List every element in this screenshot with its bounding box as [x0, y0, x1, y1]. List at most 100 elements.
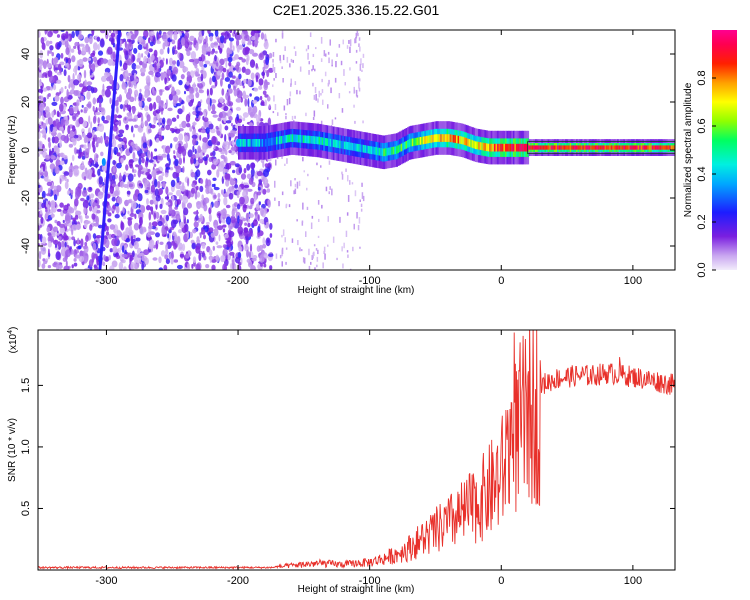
- track-core: [467, 138, 470, 147]
- colorbar-tick-label: 0.0: [696, 262, 708, 277]
- noise-cell: [38, 88, 44, 93]
- track-core: [274, 137, 277, 145]
- noise-cell: [231, 208, 235, 218]
- noise-cell: [129, 96, 135, 103]
- noise-cell: [322, 262, 324, 269]
- track-core: [324, 138, 327, 146]
- track-core: [351, 142, 354, 151]
- noise-cell: [91, 30, 95, 36]
- noise-cell: [121, 82, 127, 90]
- noise-cell: [48, 50, 52, 54]
- noise-cell: [324, 253, 326, 260]
- track-core: [669, 145, 672, 150]
- noise-cell: [133, 173, 136, 177]
- track-core: [266, 138, 269, 147]
- noise-cell: [63, 69, 67, 77]
- noise-cell: [236, 113, 239, 121]
- noise-cell: [347, 175, 349, 182]
- noise-cell: [87, 57, 92, 61]
- noise-cell: [123, 266, 127, 270]
- track-core: [482, 142, 485, 151]
- noise-cell: [307, 45, 310, 50]
- noise-cell: [359, 63, 362, 71]
- noise-cell: [246, 258, 251, 263]
- noise-cell: [87, 173, 93, 180]
- noise-cell: [142, 142, 148, 149]
- noise-cell: [149, 199, 154, 205]
- noise-cell: [196, 200, 202, 210]
- colorbar-gradient: [712, 30, 737, 270]
- noise-cell: [281, 234, 283, 238]
- noise-cell: [77, 182, 83, 190]
- noise-cell: [234, 163, 240, 168]
- noise-cell: [162, 117, 166, 125]
- noise-cell: [98, 176, 104, 185]
- track-core: [631, 145, 634, 150]
- noise-cell: [223, 105, 229, 112]
- noise-cell: [213, 144, 216, 150]
- track-core: [501, 143, 504, 152]
- track-core: [277, 136, 280, 145]
- noise-cell: [68, 143, 74, 148]
- noise-cell: [170, 219, 177, 229]
- track-core: [427, 135, 430, 144]
- noise-cell: [39, 209, 43, 215]
- noise-cell: [318, 90, 320, 98]
- track-core: [656, 145, 659, 150]
- noise-cell: [273, 95, 275, 102]
- noise-cell: [124, 88, 127, 94]
- noise-cell: [251, 258, 257, 262]
- noise-cell: [220, 32, 226, 36]
- noise-cell: [218, 147, 223, 153]
- noise-cell: [192, 110, 197, 116]
- noise-cell: [247, 98, 250, 107]
- track-core: [362, 144, 365, 153]
- noise-cell: [133, 234, 136, 239]
- noise-cell: [248, 205, 253, 210]
- noise-cell: [187, 202, 192, 209]
- noise-cell: [129, 213, 136, 217]
- noise-cell: [41, 263, 46, 269]
- noise-cell: [238, 56, 243, 60]
- noise-cell: [260, 262, 263, 267]
- noise-cell: [311, 255, 313, 260]
- track-core: [430, 135, 433, 143]
- track-core: [446, 134, 449, 142]
- noise-cell: [202, 70, 207, 79]
- noise-cell: [314, 267, 316, 270]
- track-core: [651, 145, 654, 150]
- noise-cell: [50, 86, 53, 91]
- noise-cell: [202, 137, 209, 143]
- noise-cell: [269, 222, 273, 230]
- noise-cell: [54, 95, 60, 102]
- noise-cell: [49, 40, 53, 45]
- noise-cell: [51, 52, 54, 57]
- noise-cell: [50, 200, 56, 209]
- noise-cell: [116, 152, 121, 157]
- noise-cell: [320, 37, 323, 44]
- noise-cell: [53, 185, 57, 190]
- track-core: [509, 143, 512, 152]
- track-core: [242, 139, 245, 147]
- noise-cell: [164, 77, 167, 85]
- noise-cell: [281, 154, 283, 159]
- noise-cell: [334, 77, 337, 83]
- noise-cell: [231, 146, 237, 151]
- noise-cell: [228, 192, 234, 200]
- noise-cell: [252, 105, 258, 114]
- noise-cell: [51, 169, 54, 173]
- noise-cell: [244, 68, 251, 76]
- noise-cell: [252, 99, 258, 104]
- noise-cell: [95, 142, 99, 148]
- noise-cell: [285, 113, 287, 116]
- noise-cell: [310, 261, 312, 265]
- noise-cell: [64, 241, 67, 248]
- noise-cell: [110, 39, 114, 45]
- track-core: [389, 147, 392, 155]
- noise-cell: [123, 144, 127, 149]
- noise-cell: [77, 49, 82, 55]
- noise-cell: [41, 148, 48, 152]
- noise-cell: [250, 265, 256, 270]
- noise-cell: [130, 261, 135, 270]
